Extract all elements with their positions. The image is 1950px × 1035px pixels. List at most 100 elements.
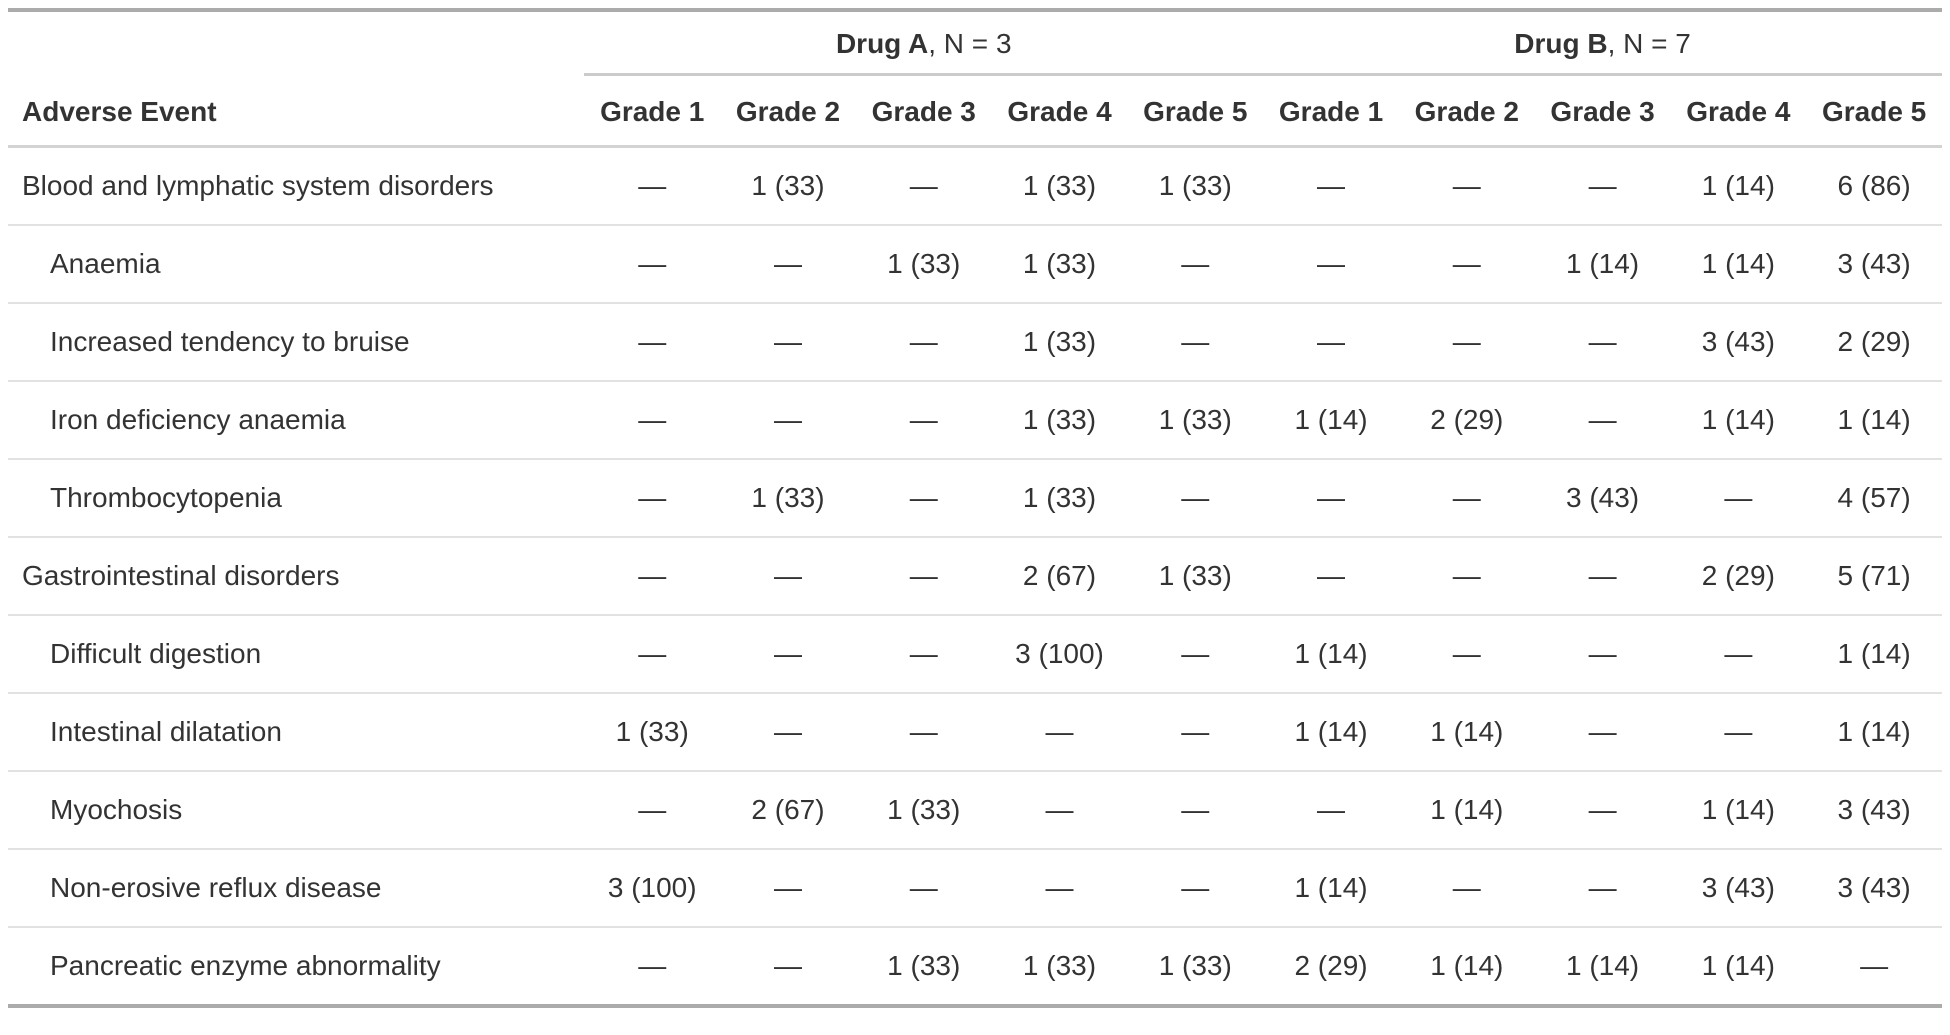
value-cell-drug_a-grade-4: 2 (67) (991, 536, 1128, 615)
value-cell-drug_b-grade-1: 1 (14) (1263, 380, 1399, 459)
table-row: Intestinal dilatation 1 (33) — — — —1 (14) 1 (… (8, 692, 1942, 771)
value-cell-drug_a-grade-5: 1 (33) (1127, 380, 1264, 459)
value-cell-drug_a-grade-4: — (991, 692, 1128, 771)
value-cell-drug_a-grade-1: — (584, 926, 721, 1006)
value-cell-drug_b-grade-3: — (1534, 614, 1671, 693)
value-cell-drug_b-grade-3: — (1534, 380, 1671, 459)
value-cell-drug_a-grade-1: — (584, 536, 721, 615)
value-cell-drug_a-grade-2: 1 (33) (720, 458, 856, 537)
value-cell-drug_b-grade-3: — (1534, 692, 1671, 771)
table-row: Gastrointestinal disorders — — —2 (67) 1 (33… (8, 536, 1942, 615)
value-cell-drug_a-grade-3: — (855, 536, 992, 615)
value-cell-drug_b-grade-3: — (1534, 848, 1671, 927)
adverse-event-label: Anaemia (8, 224, 585, 303)
value-cell-drug_a-grade-2: 1 (33) (751, 170, 825, 201)
value-cell-drug_b-grade-3: — (1534, 302, 1671, 381)
value-cell-drug_a-grade-4: 1 (33) (991, 302, 1128, 381)
value-cell-drug_b-grade-1: — (1263, 770, 1399, 849)
value-cell-drug_b-grade-4: 1 (14) (1670, 224, 1807, 303)
value-cell-drug_b-grade-2: — (1452, 170, 1481, 201)
value-cell-drug_a-grade-2: — (720, 536, 856, 615)
value-cell-drug_a-grade-2: — (720, 380, 856, 459)
value-cell-drug_a-grade-1: — (638, 170, 667, 201)
grade-4-header-drug-a: Grade 4 (991, 76, 1128, 148)
table-row: Non-erosive reflux disease 3 (100) — — — —1 (… (8, 848, 1942, 927)
value-cell-drug_b-grade-5: 6 (86) (1837, 170, 1911, 201)
adverse-event-label: Thrombocytopenia (8, 458, 585, 537)
value-cell-drug_a-grade-5: — (1127, 848, 1264, 927)
adverse-event-label: Intestinal dilatation (8, 692, 585, 771)
drug-b-spanner: Drug B, N = 7 (1263, 10, 1942, 76)
grade-header-row: Adverse Event Grade 1 Grade 2 Grade 3 Grade… (8, 76, 1942, 148)
value-cell-drug_b-grade-1: 2 (29) (1263, 926, 1399, 1006)
table-row: Pancreatic enzyme abnormality — —1 (33) 1 (… (8, 926, 1942, 1006)
value-cell-drug_a-grade-4: — (991, 848, 1128, 927)
value-cell-drug_b-grade-5: 5 (71) (1806, 536, 1942, 615)
drug-b-spanner-label: Drug B, N = 7 (1263, 12, 1942, 76)
value-cell-drug_a-grade-3: — (855, 302, 992, 381)
value-cell-drug_a-grade-3: — (855, 458, 992, 537)
value-cell-drug_b-grade-4: 1 (14) (1670, 770, 1807, 849)
value-cell-drug_a-grade-2: — (720, 224, 856, 303)
value-cell-drug_a-grade-3: 1 (33) (855, 926, 992, 1006)
value-cell-drug_a-grade-5: — (1127, 302, 1264, 381)
drug-a-spanner: Drug A, N = 3 (584, 10, 1264, 76)
table-row: Difficult digestion — — —3 (100) —1 (14) — — —1… (8, 614, 1942, 693)
value-cell-drug_b-grade-4: 2 (29) (1670, 536, 1807, 615)
grade-2-header-drug-a: Grade 2 (720, 76, 856, 148)
value-cell-drug_b-grade-1: 1 (14) (1263, 692, 1399, 771)
value-cell-drug_b-grade-3: — (1534, 770, 1671, 849)
table-row: Iron deficiency anaemia — — —1 (33) 1 (33) 1 … (8, 380, 1942, 459)
value-cell-drug_a-grade-2: — (720, 614, 856, 693)
value-cell-drug_b-grade-4: 1 (14) (1670, 926, 1807, 1006)
value-cell-drug_b-grade-2: — (1398, 536, 1535, 615)
adverse-event-label: Difficult digestion (8, 614, 585, 693)
value-cell-drug_a-grade-1: — (584, 302, 721, 381)
value-cell-drug_b-grade-2: — (1398, 302, 1535, 381)
value-cell-drug_b-grade-4: — (1670, 692, 1807, 771)
value-cell-drug_b-grade-1: 1 (14) (1263, 614, 1399, 693)
adverse-event-label: Non-erosive reflux disease (8, 848, 585, 927)
value-cell-drug_b-grade-4: 1 (14) (1701, 170, 1775, 201)
value-cell-drug_b-grade-4: 3 (43) (1670, 848, 1807, 927)
value-cell-drug_a-grade-5: — (1127, 692, 1264, 771)
value-cell-drug_b-grade-2: — (1398, 848, 1535, 927)
value-cell-drug_a-grade-2: — (720, 302, 856, 381)
value-cell-drug_a-grade-2: — (720, 926, 856, 1006)
grade-1-header-drug-a: Grade 1 (584, 76, 721, 148)
drug-b-name: Drug B (1514, 28, 1608, 59)
value-cell-drug_b-grade-2: 1 (14) (1398, 926, 1535, 1006)
value-cell-drug_a-grade-4: 1 (33) (991, 458, 1128, 537)
value-cell-drug_a-grade-5: 1 (33) (1127, 536, 1264, 615)
value-cell-drug_a-grade-3: — (909, 170, 938, 201)
value-cell-drug_b-grade-1: 1 (14) (1263, 848, 1399, 927)
value-cell-drug_a-grade-4: 1 (33) (991, 926, 1128, 1006)
value-cell-drug_a-grade-5: — (1127, 770, 1264, 849)
value-cell-drug_b-grade-2: 1 (14) (1398, 692, 1535, 771)
value-cell-drug_a-grade-1: 1 (33) (584, 692, 721, 771)
grade-1-header-drug-b: Grade 1 (1263, 76, 1399, 148)
table-row: Anaemia — —1 (33) 1 (33) — — —1 (14) 1 (14) 3 (4… (8, 224, 1942, 303)
value-cell-drug_a-grade-1: 3 (100) (584, 848, 721, 927)
value-cell-drug_a-grade-3: 1 (33) (855, 770, 992, 849)
grade-5-header-drug-b: Grade 5 (1806, 76, 1942, 148)
drug-spanner-row: Drug A, N = 3 Drug B, N = 7 (8, 10, 1942, 76)
drug-a-n-count: , N = 3 (928, 28, 1012, 59)
value-cell-drug_a-grade-5: 1 (33) (1158, 170, 1232, 201)
value-cell-drug_b-grade-3: — (1588, 170, 1617, 201)
table-row: Myochosis —2 (67) 1 (33) — — —1 (14) —1 (14) 3 … (8, 770, 1942, 849)
value-cell-drug_b-grade-1: — (1263, 536, 1399, 615)
value-cell-drug_a-grade-5: — (1127, 224, 1264, 303)
value-cell-drug_b-grade-2: — (1398, 458, 1535, 537)
table-row: Increased tendency to bruise — — —1 (33) — — —… (8, 302, 1942, 381)
value-cell-drug_a-grade-1: — (584, 770, 721, 849)
value-cell-drug_b-grade-5: 3 (43) (1806, 770, 1942, 849)
value-cell-drug_b-grade-4: 1 (14) (1670, 380, 1807, 459)
value-cell-drug_b-grade-5: 1 (14) (1806, 380, 1942, 459)
value-cell-drug_a-grade-2: 2 (67) (720, 770, 856, 849)
value-cell-drug_a-grade-3: — (855, 848, 992, 927)
value-cell-drug_a-grade-4: 1 (33) (991, 380, 1128, 459)
value-cell-drug_a-grade-5: — (1127, 614, 1264, 693)
value-cell-drug_a-grade-4: 1 (33) (991, 224, 1128, 303)
